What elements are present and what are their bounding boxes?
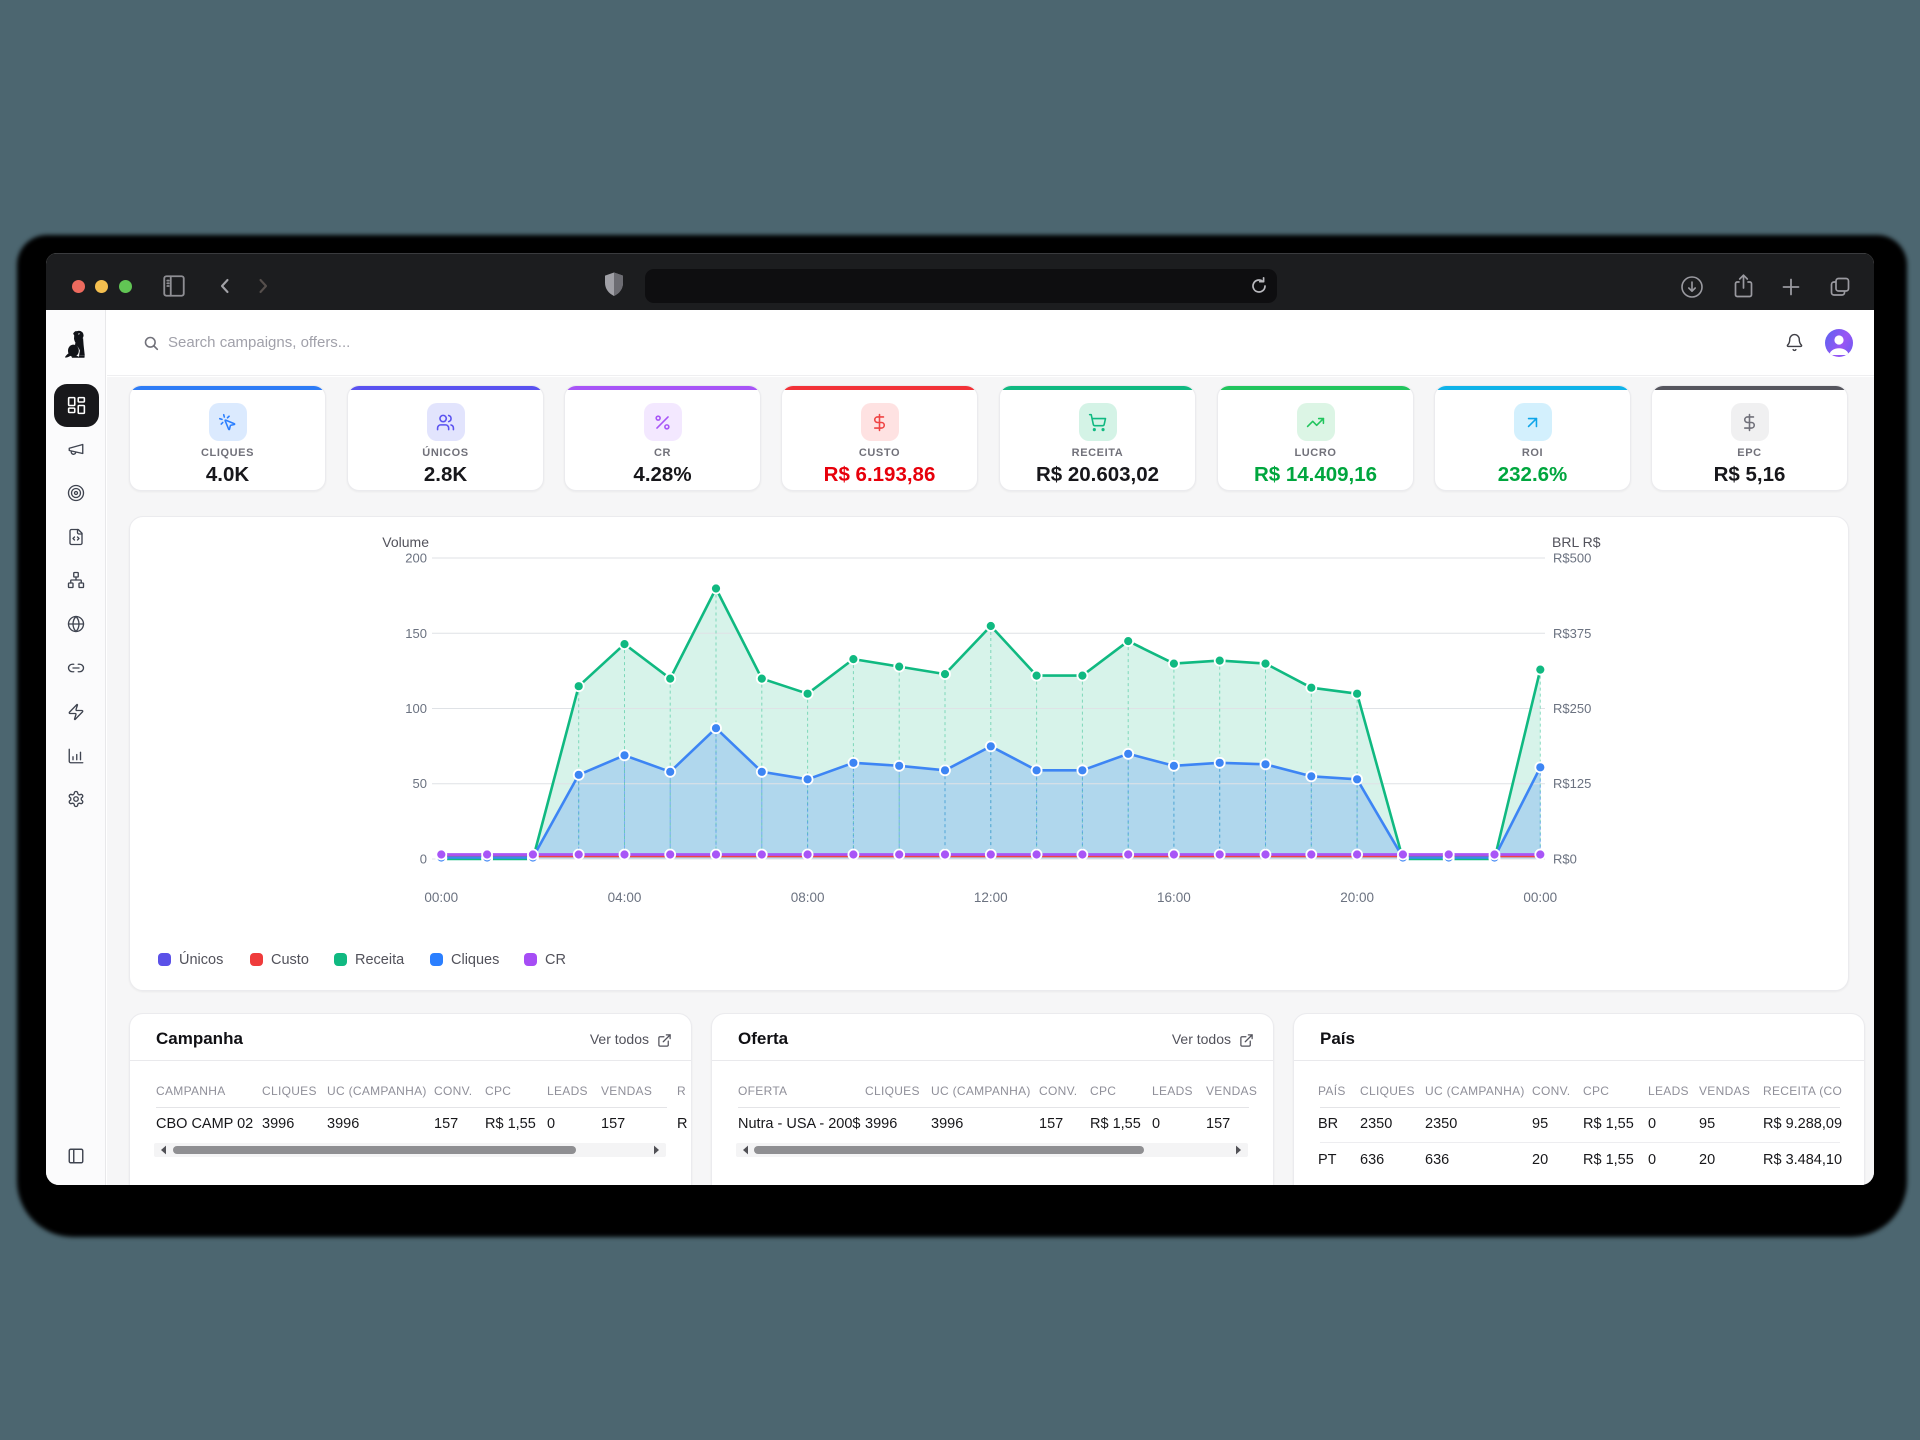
svg-text:BRL R$: BRL R$ bbox=[1552, 534, 1601, 550]
svg-text:Receita: Receita bbox=[355, 952, 405, 968]
svg-text:R$0: R$0 bbox=[1553, 852, 1577, 867]
svg-text:Únicos: Únicos bbox=[179, 951, 223, 968]
svg-text:CR: CR bbox=[545, 952, 566, 968]
svg-text:R$250: R$250 bbox=[1553, 701, 1591, 716]
svg-text:R$125: R$125 bbox=[1553, 776, 1591, 791]
svg-text:200: 200 bbox=[405, 551, 427, 566]
svg-text:150: 150 bbox=[405, 626, 427, 641]
svg-text:R$500: R$500 bbox=[1553, 551, 1591, 566]
svg-text:100: 100 bbox=[405, 701, 427, 716]
svg-text:Cliques: Cliques bbox=[451, 952, 499, 968]
svg-text:50: 50 bbox=[413, 776, 427, 791]
svg-text:04:00: 04:00 bbox=[608, 890, 642, 905]
svg-text:00:00: 00:00 bbox=[1523, 890, 1557, 905]
svg-text:20:00: 20:00 bbox=[1340, 890, 1374, 905]
svg-text:Volume: Volume bbox=[382, 534, 429, 550]
svg-text:08:00: 08:00 bbox=[791, 890, 825, 905]
svg-text:00:00: 00:00 bbox=[424, 890, 458, 905]
svg-text:12:00: 12:00 bbox=[974, 890, 1008, 905]
svg-text:R$375: R$375 bbox=[1553, 626, 1591, 641]
svg-text:16:00: 16:00 bbox=[1157, 890, 1191, 905]
svg-text:0: 0 bbox=[420, 852, 427, 867]
svg-text:Custo: Custo bbox=[271, 952, 309, 968]
